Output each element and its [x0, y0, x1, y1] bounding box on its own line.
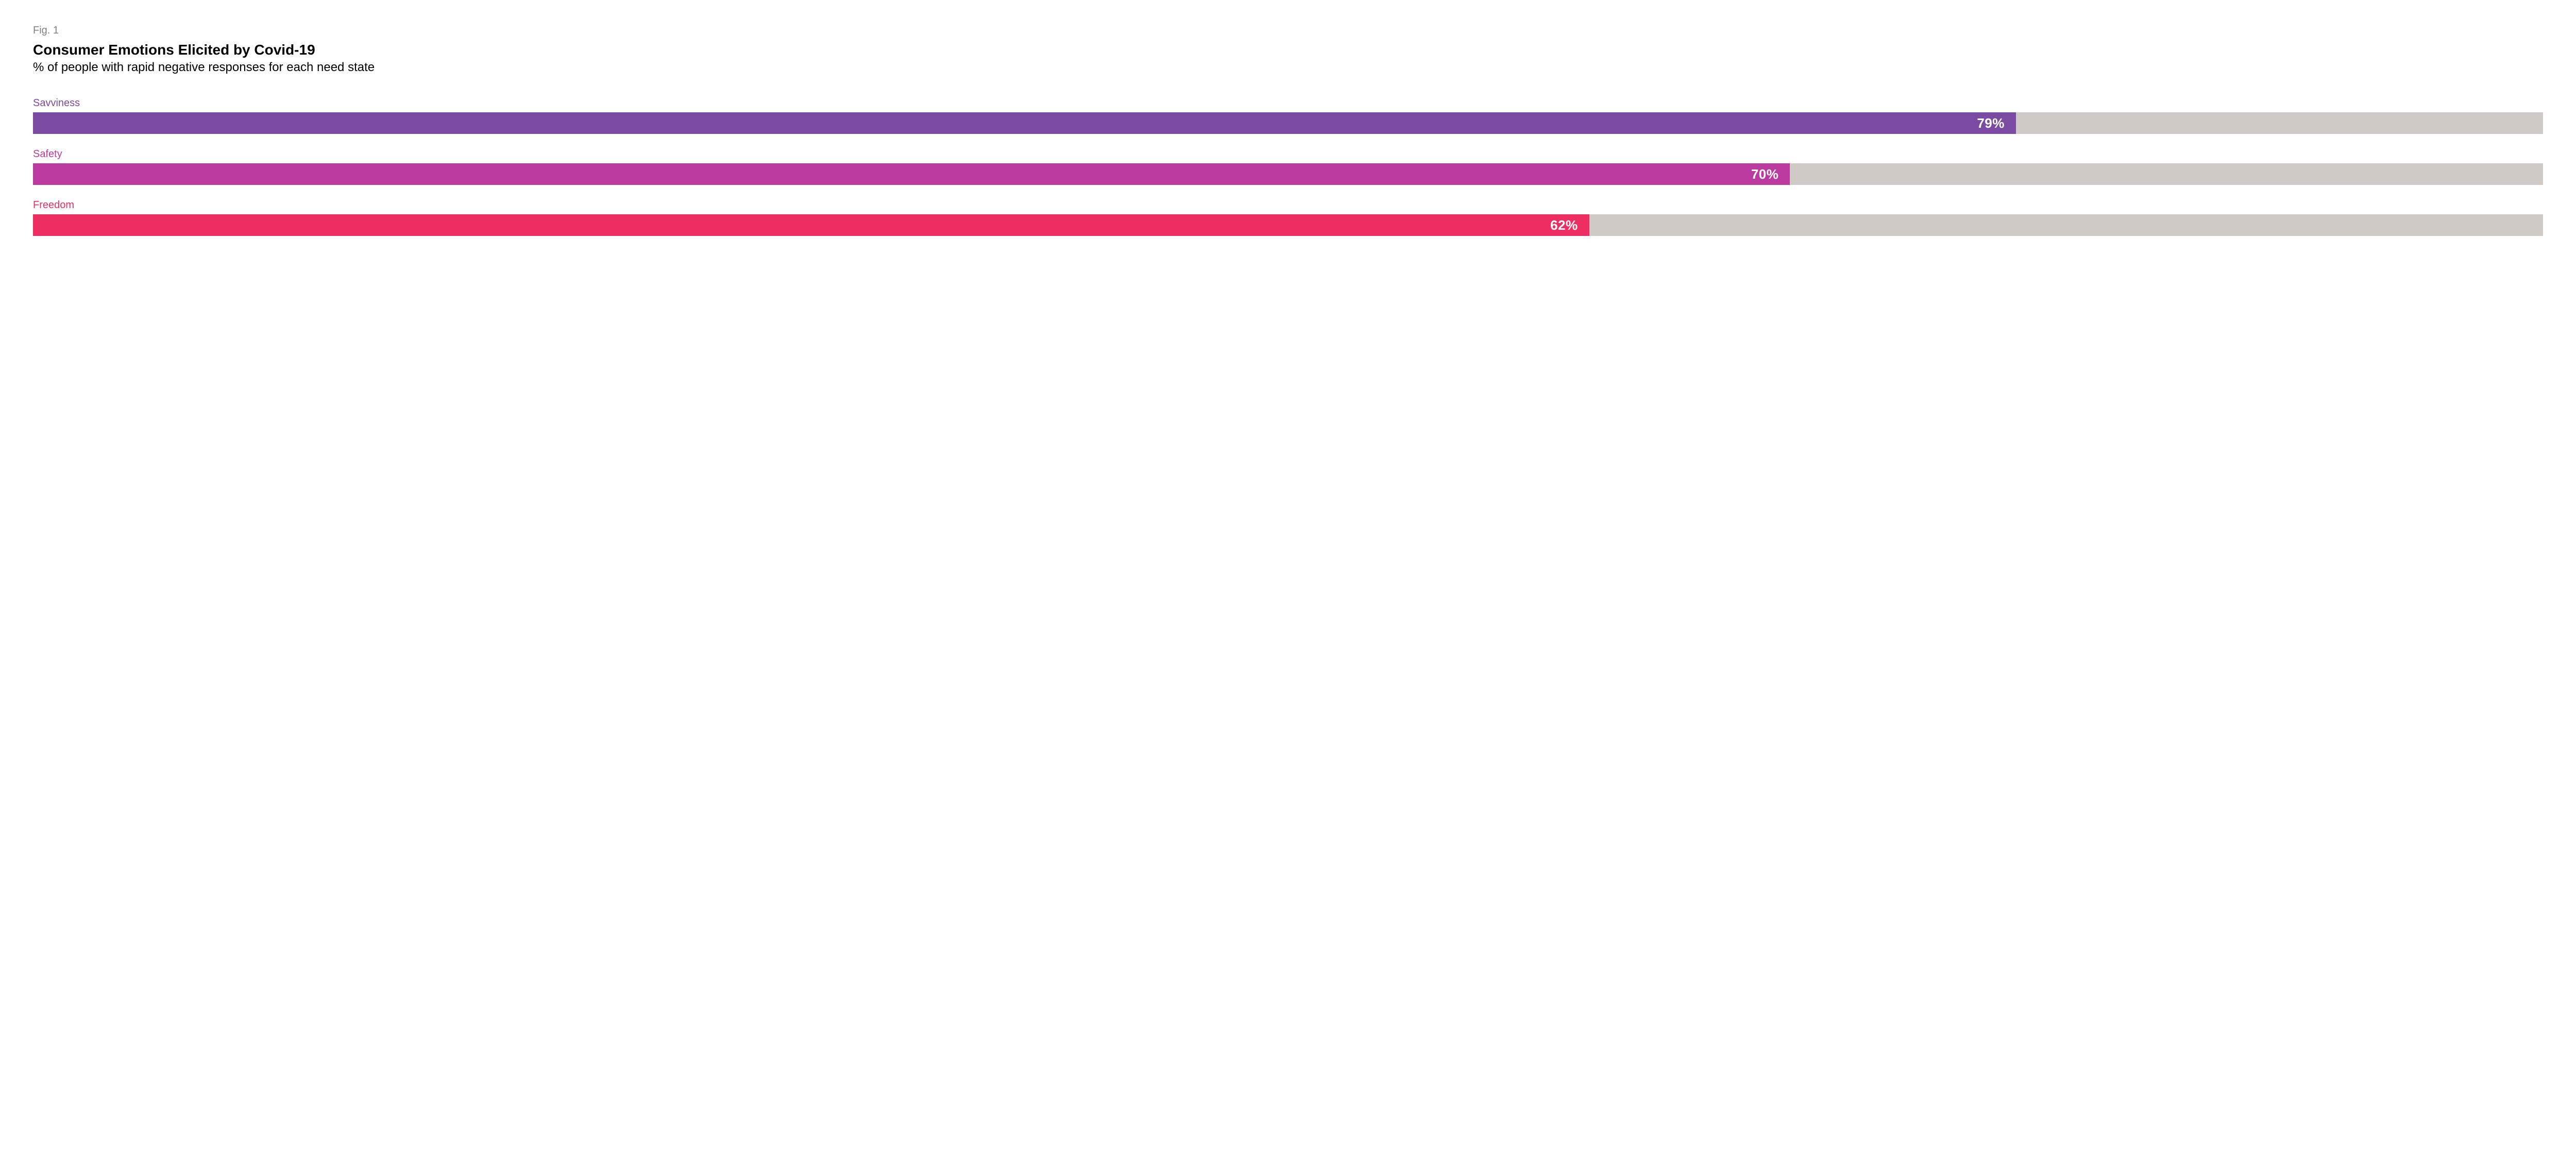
bar-track: 62%	[33, 214, 2543, 236]
bar-label: Freedom	[33, 199, 2543, 211]
figure-title: Consumer Emotions Elicited by Covid-19	[33, 42, 2543, 58]
bar-group: Safety 70%	[33, 148, 2543, 185]
bar-fill: 79%	[33, 112, 2016, 134]
bar-track: 70%	[33, 163, 2543, 185]
bar-value: 79%	[1977, 115, 2005, 131]
bar-fill: 70%	[33, 163, 1790, 185]
figure-container: Fig. 1 Consumer Emotions Elicited by Cov…	[0, 0, 2576, 269]
bar-label: Safety	[33, 148, 2543, 160]
bar-group: Freedom 62%	[33, 199, 2543, 236]
bar-value: 70%	[1751, 166, 1779, 182]
bar-value: 62%	[1550, 217, 1578, 233]
bar-label: Savviness	[33, 97, 2543, 109]
bar-fill: 62%	[33, 214, 1589, 236]
bar-chart: Savviness 79% Safety 70% Freedom 62%	[33, 97, 2543, 236]
bar-group: Savviness 79%	[33, 97, 2543, 134]
figure-subtitle: % of people with rapid negative response…	[33, 60, 2543, 75]
figure-number: Fig. 1	[33, 25, 2543, 37]
bar-track: 79%	[33, 112, 2543, 134]
